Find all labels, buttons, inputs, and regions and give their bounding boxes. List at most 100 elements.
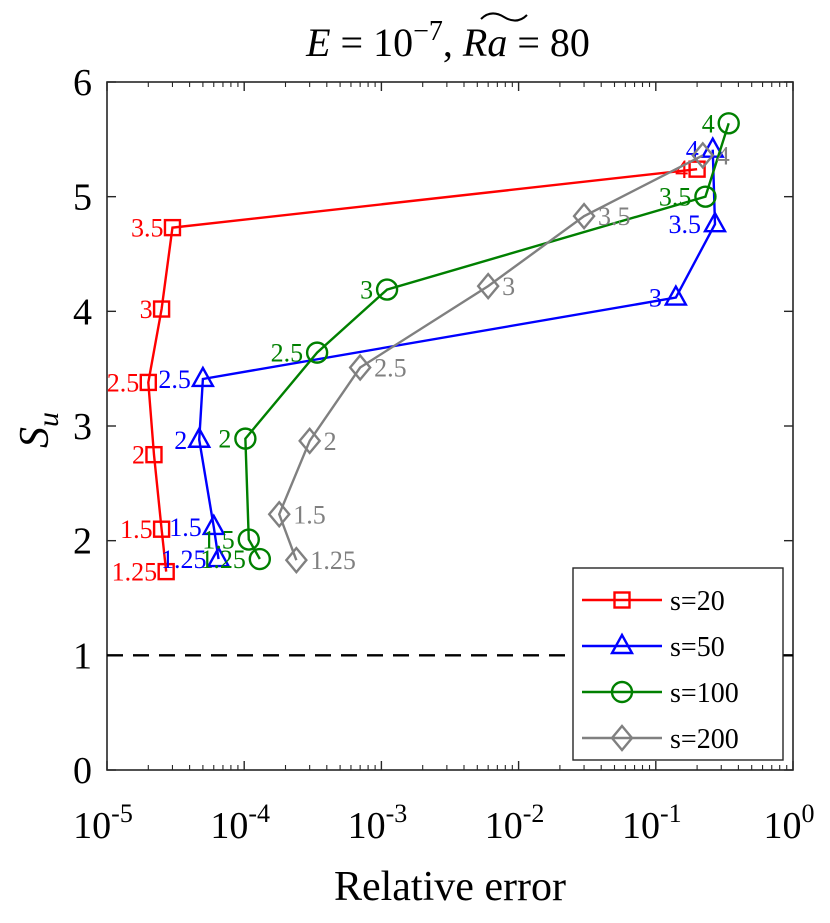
legend-entry-s=20: s=20 — [582, 586, 725, 617]
x-tick-base: 10 — [210, 805, 248, 847]
data-point-label: 3.5 — [598, 202, 631, 231]
x-tick-base: 10 — [485, 805, 523, 847]
x-tick-exp: -4 — [248, 799, 270, 828]
data-point-marker — [702, 210, 728, 233]
x-tick-exp: -3 — [386, 799, 408, 828]
y-axis-label-sub: u — [32, 412, 65, 427]
x-tick-base: 10 — [622, 805, 660, 847]
data-point-marker — [691, 141, 715, 170]
data-point-label: 3.5 — [131, 214, 164, 243]
data-point-marker — [284, 546, 308, 575]
data-point-marker — [152, 520, 171, 538]
title-var-ra: Ra — [462, 20, 507, 65]
title-var-e: E — [305, 20, 330, 65]
legend: s=20 s=50 s=100 s=200 — [572, 567, 784, 761]
series-group: 1.251.522.533.541.251.522.533.541.251.52… — [107, 109, 740, 587]
series-line — [244, 122, 730, 560]
chart-title: E = 10−7, Ra = 80 — [305, 16, 590, 65]
data-point-label: 3 — [140, 295, 153, 324]
series-line — [147, 167, 698, 572]
y-tick-label: 1 — [73, 635, 92, 677]
data-point-label: 1.25 — [200, 545, 246, 574]
x-tick-base: 10 — [764, 805, 802, 847]
data-point-label: 3 — [502, 272, 515, 301]
y-tick-label: 5 — [73, 177, 92, 219]
x-tick-label: 10-1 — [622, 799, 682, 847]
data-point-label: 2.5 — [158, 365, 191, 394]
series-s=200: 1.251.522.533.54 — [267, 141, 730, 575]
data-point-label: 2 — [132, 441, 145, 470]
title-exponent: −7 — [413, 16, 443, 47]
data-point-label: 1.5 — [169, 513, 202, 542]
data-point-label: 3.5 — [668, 210, 701, 239]
y-tick-label: 3 — [73, 406, 92, 448]
x-tick-label: 10-3 — [348, 799, 408, 847]
title-eq2: = 80 — [507, 20, 590, 65]
legend-entry-s=100: s=100 — [582, 678, 739, 709]
series-s=100: 1.251.522.533.54 — [200, 109, 740, 574]
data-point-label: 3.5 — [659, 183, 692, 212]
legend-entry-s=50: s=50 — [582, 632, 725, 663]
data-point-label: 4 — [717, 141, 730, 170]
x-tick-label: 10-2 — [485, 799, 545, 847]
data-point-marker — [206, 545, 231, 568]
y-axis: 0 1 2 3 4 5 6 — [73, 62, 793, 792]
x-tick-base: 10 — [73, 805, 111, 847]
data-point-marker — [190, 365, 215, 388]
data-point-marker — [163, 218, 182, 237]
data-point-label: 1.25 — [310, 546, 356, 575]
y-axis-label-main: S — [12, 427, 58, 448]
data-point-label: 2.5 — [374, 354, 407, 383]
data-point-marker — [237, 528, 260, 551]
x-tick-exp: -2 — [523, 799, 545, 828]
data-point-label: 3 — [649, 284, 662, 313]
legend-marker — [609, 632, 635, 655]
title-comma: , — [443, 20, 453, 65]
data-point-marker — [152, 300, 171, 318]
data-point-label: 4 — [675, 155, 688, 184]
series-s=50: 1.251.522.533.54 — [158, 136, 728, 574]
x-tick-exp: -1 — [660, 799, 682, 828]
y-tick-label: 6 — [73, 62, 92, 104]
series-s=20: 1.251.522.533.54 — [107, 155, 706, 587]
data-point-marker — [476, 272, 500, 300]
legend-marker — [610, 724, 634, 752]
data-point-label: 1.5 — [120, 515, 153, 544]
legend-label: s=50 — [670, 632, 725, 663]
data-point-label: 1.25 — [112, 558, 158, 587]
data-point-marker — [348, 353, 372, 382]
x-axis: 10-5 10-4 10-3 10-2 10-1 100 — [73, 82, 815, 847]
x-tick-exp: -5 — [111, 799, 133, 828]
data-point-marker — [139, 373, 158, 392]
legend-marker — [613, 591, 631, 609]
data-point-label: 1.25 — [161, 545, 207, 574]
data-point-label: 2.5 — [107, 368, 140, 397]
legend-label: s=100 — [670, 678, 739, 709]
data-point-marker — [298, 427, 322, 455]
data-point-marker — [267, 500, 291, 529]
title-gap — [453, 20, 463, 65]
x-tick-label: 10-4 — [210, 799, 270, 847]
x-tick-label: 10-5 — [73, 799, 133, 847]
title-eq1: = 10 — [331, 20, 414, 65]
data-point-marker — [694, 185, 717, 208]
y-tick-label: 0 — [73, 750, 92, 792]
data-point-marker — [145, 445, 163, 464]
data-point-marker — [717, 112, 740, 135]
y-tick-label: 2 — [73, 521, 92, 563]
y-axis-label: Su — [12, 412, 65, 448]
legend-label: s=20 — [670, 586, 725, 617]
x-tick-exp: 0 — [802, 799, 815, 828]
data-point-marker — [201, 513, 226, 536]
data-point-marker — [375, 278, 399, 301]
x-tick-label: 100 — [764, 799, 815, 847]
legend-label: s=200 — [670, 724, 739, 755]
data-point-marker — [572, 202, 596, 231]
data-point-label: 4 — [702, 109, 715, 138]
x-axis-label: Relative error — [334, 864, 566, 910]
data-point-label: 2.5 — [271, 339, 304, 368]
data-point-label: 2 — [174, 426, 187, 455]
y-tick-label: 4 — [73, 291, 92, 333]
